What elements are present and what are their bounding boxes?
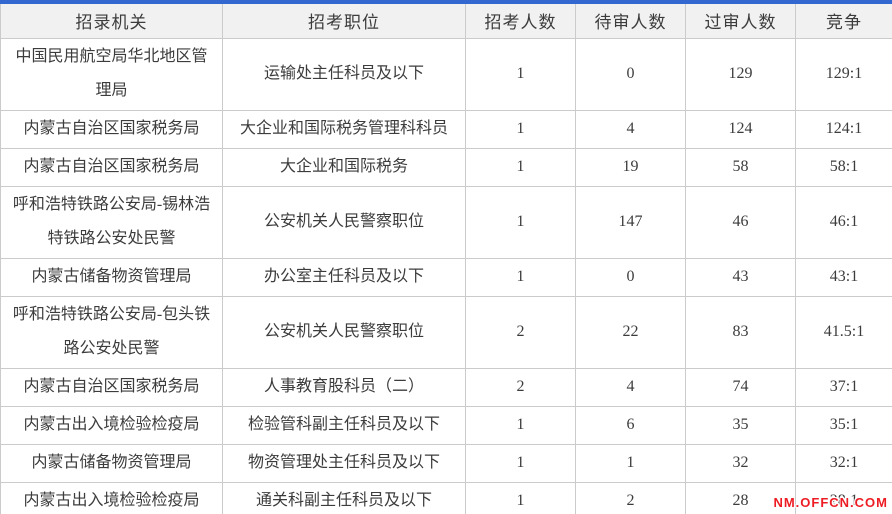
cell-position: 大企业和国际税务 (222, 147, 466, 187)
cell-agency: 内蒙古储备物资管理局 (0, 257, 223, 297)
table-row: 呼和浩特铁路公安局-包头铁路公安处民警 公安机关人民警察职位 2 22 83 4… (0, 295, 892, 369)
table-row: 内蒙古出入境检验检疫局 检验管科副主任科员及以下 1 6 35 35:1 (0, 405, 892, 445)
column-header-passed-count: 过审人数 (685, 1, 796, 39)
cell-pending-count: 4 (575, 367, 686, 407)
table-row: 内蒙古自治区国家税务局 大企业和国际税务 1 19 58 58:1 (0, 147, 892, 187)
table-row: 内蒙古出入境检验检疫局 通关科副主任科员及以下 1 2 28 28:1 (0, 481, 892, 514)
header-row: 招录机关 招考职位 招考人数 待审人数 过审人数 竞争 (0, 1, 892, 39)
cell-recruit-count: 1 (465, 109, 576, 149)
cell-competition: 58:1 (795, 147, 892, 187)
table-row: 呼和浩特铁路公安局-锡林浩特铁路公安处民警 公安机关人民警察职位 1 147 4… (0, 185, 892, 259)
cell-passed-count: 129 (685, 37, 796, 111)
cell-passed-count: 32 (685, 443, 796, 483)
cell-pending-count: 4 (575, 109, 686, 149)
cell-position: 大企业和国际税务管理科科员 (222, 109, 466, 149)
cell-recruit-count: 1 (465, 443, 576, 483)
cell-competition: 124:1 (795, 109, 892, 149)
cell-pending-count: 0 (575, 257, 686, 297)
cell-pending-count: 19 (575, 147, 686, 187)
cell-pending-count: 6 (575, 405, 686, 445)
cell-recruit-count: 2 (465, 367, 576, 407)
table-row: 内蒙古自治区国家税务局 大企业和国际税务管理科科员 1 4 124 124:1 (0, 109, 892, 149)
cell-recruit-count: 1 (465, 147, 576, 187)
column-header-recruit-count: 招考人数 (465, 1, 576, 39)
cell-passed-count: 83 (685, 295, 796, 369)
cell-position: 公安机关人民警察职位 (222, 185, 466, 259)
table-row: 内蒙古储备物资管理局 办公室主任科员及以下 1 0 43 43:1 (0, 257, 892, 297)
cell-position: 运输处主任科员及以下 (222, 37, 466, 111)
cell-recruit-count: 2 (465, 295, 576, 369)
cell-agency: 呼和浩特铁路公安局-包头铁路公安处民警 (0, 295, 223, 369)
cell-recruit-count: 1 (465, 257, 576, 297)
cell-agency: 内蒙古出入境检验检疫局 (0, 481, 223, 514)
cell-agency: 中国民用航空局华北地区管理局 (0, 37, 223, 111)
cell-agency: 内蒙古自治区国家税务局 (0, 109, 223, 149)
cell-pending-count: 147 (575, 185, 686, 259)
cell-position: 人事教育股科员（二） (222, 367, 466, 407)
cell-competition: 43:1 (795, 257, 892, 297)
cell-competition: 41.5:1 (795, 295, 892, 369)
cell-recruit-count: 1 (465, 481, 576, 514)
cell-position: 检验管科副主任科员及以下 (222, 405, 466, 445)
cell-agency: 内蒙古自治区国家税务局 (0, 147, 223, 187)
cell-pending-count: 0 (575, 37, 686, 111)
cell-passed-count: 74 (685, 367, 796, 407)
cell-passed-count: 28 (685, 481, 796, 514)
cell-recruit-count: 1 (465, 185, 576, 259)
cell-position: 公安机关人民警察职位 (222, 295, 466, 369)
table-row: 内蒙古储备物资管理局 物资管理处主任科员及以下 1 1 32 32:1 (0, 443, 892, 483)
column-header-agency: 招录机关 (0, 1, 223, 39)
cell-position: 物资管理处主任科员及以下 (222, 443, 466, 483)
cell-pending-count: 22 (575, 295, 686, 369)
cell-agency: 内蒙古自治区国家税务局 (0, 367, 223, 407)
cell-agency: 呼和浩特铁路公安局-锡林浩特铁路公安处民警 (0, 185, 223, 259)
cell-pending-count: 1 (575, 443, 686, 483)
watermark-logo: NM.OFFCN.COM (773, 495, 888, 510)
cell-passed-count: 46 (685, 185, 796, 259)
cell-agency: 内蒙古出入境检验检疫局 (0, 405, 223, 445)
cell-competition: 28:1 (795, 481, 892, 514)
cell-position: 通关科副主任科员及以下 (222, 481, 466, 514)
cell-competition: 46:1 (795, 185, 892, 259)
cell-recruit-count: 1 (465, 405, 576, 445)
cell-position: 办公室主任科员及以下 (222, 257, 466, 297)
column-header-competition: 竞争 (795, 1, 892, 39)
cell-passed-count: 43 (685, 257, 796, 297)
table-row: 中国民用航空局华北地区管理局 运输处主任科员及以下 1 0 129 129:1 (0, 37, 892, 111)
cell-competition: 37:1 (795, 367, 892, 407)
cell-competition: 32:1 (795, 443, 892, 483)
cell-passed-count: 124 (685, 109, 796, 149)
cell-passed-count: 35 (685, 405, 796, 445)
cell-pending-count: 2 (575, 481, 686, 514)
cell-passed-count: 58 (685, 147, 796, 187)
table-row: 内蒙古自治区国家税务局 人事教育股科员（二） 2 4 74 37:1 (0, 367, 892, 407)
cell-agency: 内蒙古储备物资管理局 (0, 443, 223, 483)
cell-competition: 129:1 (795, 37, 892, 111)
column-header-pending-count: 待审人数 (575, 1, 686, 39)
cell-competition: 35:1 (795, 405, 892, 445)
column-header-position: 招考职位 (222, 1, 466, 39)
cell-recruit-count: 1 (465, 37, 576, 111)
